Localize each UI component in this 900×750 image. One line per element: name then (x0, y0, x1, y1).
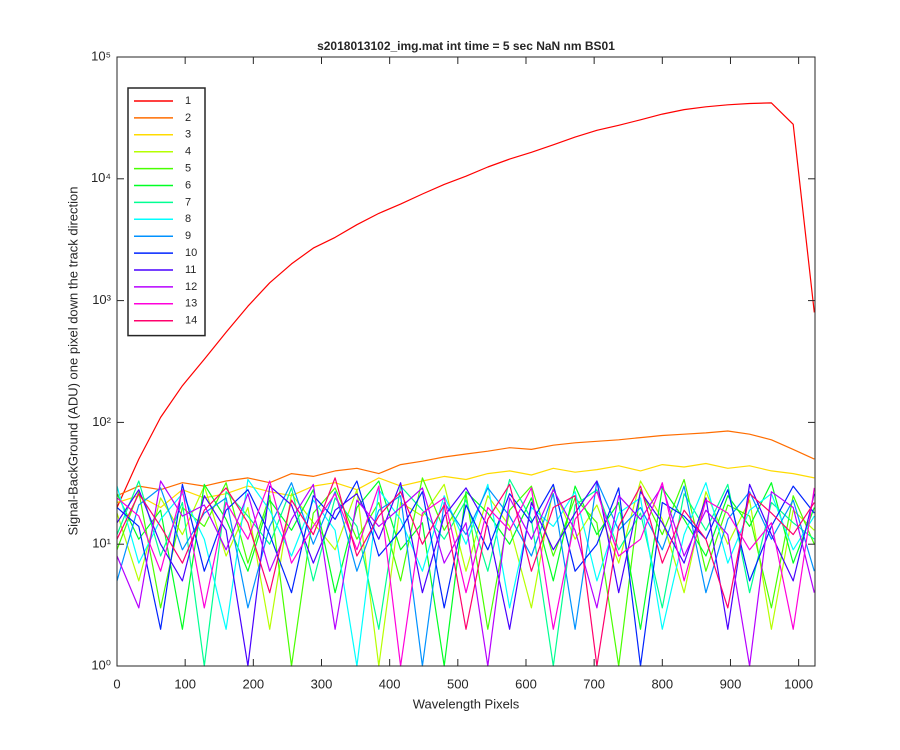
series-line (116, 102, 815, 508)
series-line (116, 480, 815, 667)
x-tick-label: 600 (515, 676, 537, 691)
series-line (116, 480, 815, 667)
x-tick-label: 300 (311, 676, 333, 691)
legend-label: 2 (185, 112, 191, 124)
legend-label: 8 (185, 213, 191, 225)
legend-label: 13 (185, 298, 197, 310)
y-tick-label: 10⁰ (91, 657, 111, 672)
x-tick-label: 1000 (784, 676, 813, 691)
y-tick-label: 10¹ (92, 536, 111, 551)
x-tick-label: 400 (379, 676, 401, 691)
series-line (116, 462, 815, 509)
axes: 0 100 200 300 400 500 600 700 800 900 1000 10⁰ 10¹ 10… (91, 48, 816, 691)
series-line (116, 430, 815, 497)
series-line (116, 480, 815, 667)
series-line (116, 477, 815, 667)
legend-label: 6 (185, 179, 191, 191)
y-tick-label: 10² (92, 414, 111, 429)
legend-label: 4 (185, 146, 191, 158)
x-tick-label: 500 (447, 676, 469, 691)
axes-box (116, 56, 816, 667)
legend-label: 11 (185, 264, 196, 276)
legend-box (127, 87, 206, 337)
series-line (116, 478, 815, 667)
x-tick-label: 200 (242, 676, 264, 691)
legend-label: 5 (185, 163, 191, 175)
y-axis-label: Signal-BackGround (ADU) one pixel down t… (65, 186, 80, 535)
plot-area (117, 57, 815, 666)
x-axis-label: Wavelength Pixels (413, 696, 520, 711)
chart-title: s2018013102_img.mat int time = 5 sec NaN… (317, 39, 615, 53)
legend-label: 7 (185, 196, 191, 208)
y-tick-label: 10⁴ (91, 170, 111, 185)
legend-label: 10 (185, 247, 197, 259)
series-line (116, 480, 815, 667)
legend-label: 14 (185, 315, 197, 327)
y-tick-label: 10³ (92, 292, 111, 307)
x-tick-label: 900 (720, 676, 742, 691)
x-tick-label: 700 (583, 676, 605, 691)
y-tick-label: 10⁵ (91, 48, 111, 63)
x-tick-label: 100 (174, 676, 196, 691)
x-tick-label: 800 (651, 676, 673, 691)
legend-label: 12 (185, 281, 197, 293)
legend-label: 9 (185, 230, 191, 242)
series-group (116, 102, 815, 667)
x-tick-label: 0 (113, 676, 120, 691)
legend-label: 1 (185, 95, 191, 107)
legend-label: 3 (185, 129, 191, 141)
